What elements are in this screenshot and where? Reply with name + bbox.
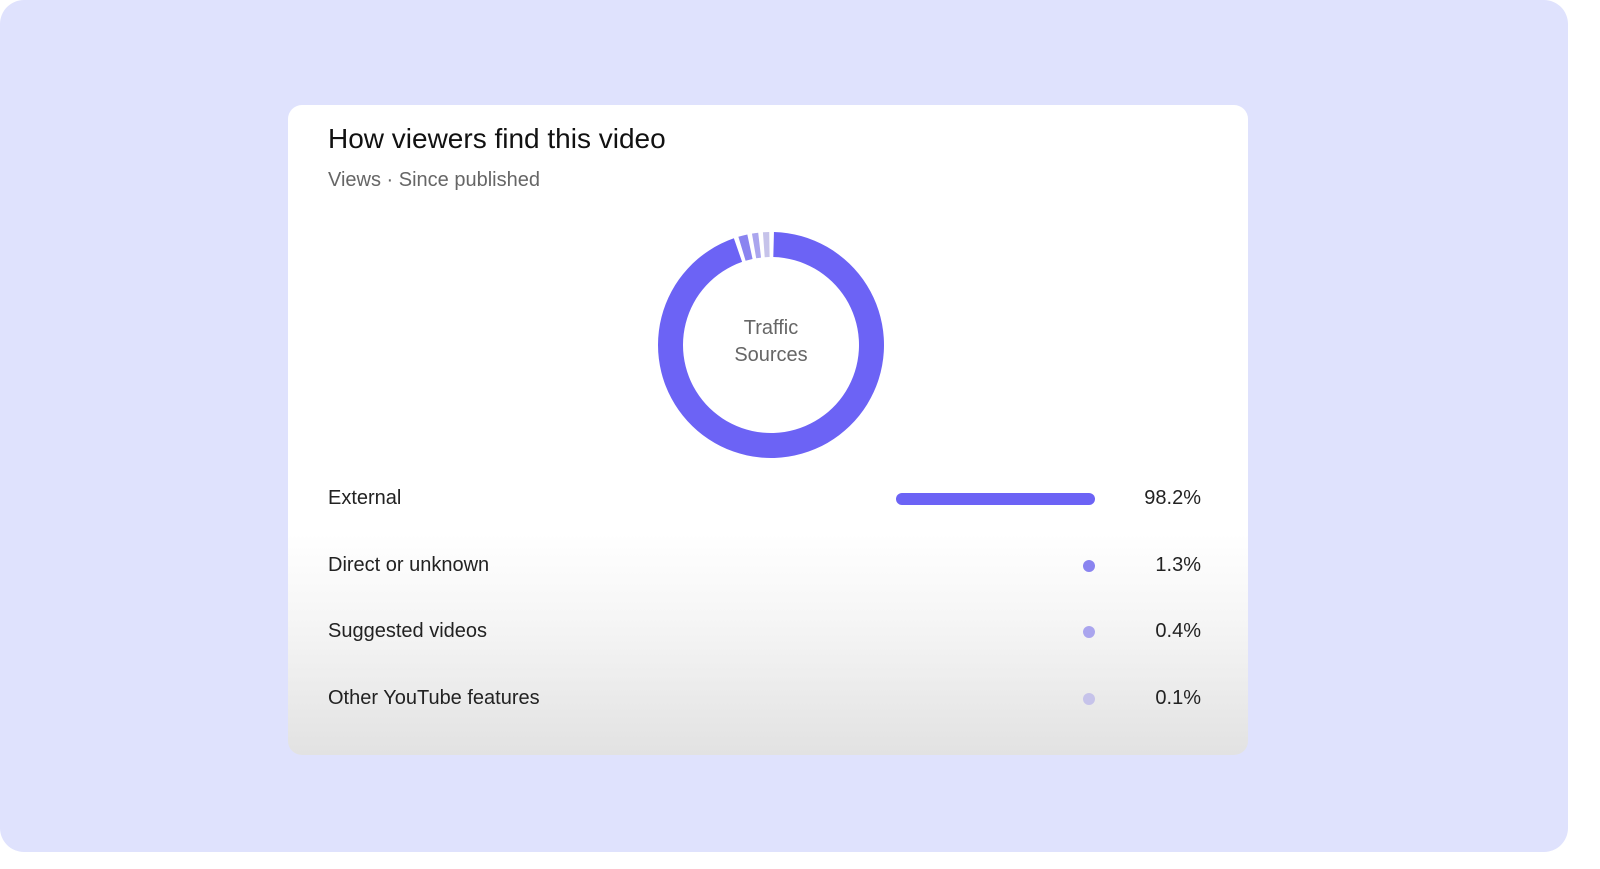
donut-slice xyxy=(751,232,762,259)
source-bar-track xyxy=(896,493,1095,505)
donut-slice xyxy=(738,234,753,261)
center-label-line: Traffic xyxy=(743,317,799,339)
source-value: 0.1% xyxy=(1155,686,1201,709)
donut-slice xyxy=(762,232,770,258)
source-bar xyxy=(1083,559,1095,572)
source-bar xyxy=(896,493,1095,505)
traffic-source-row: Direct or unknown 1.3% xyxy=(328,551,1201,581)
card-title: How viewers find this video xyxy=(328,123,666,154)
donut-center-label: Traffic Sources xyxy=(671,315,871,369)
source-bar-track xyxy=(896,626,1095,638)
source-label: Suggested videos xyxy=(328,620,488,642)
donut-chart xyxy=(658,232,884,459)
source-label: External xyxy=(328,487,402,509)
source-bar xyxy=(1083,692,1095,705)
source-label: Other YouTube features xyxy=(328,686,540,709)
source-bar-track xyxy=(896,692,1095,705)
center-label-line: Sources xyxy=(734,344,808,366)
traffic-source-row: External 98.2% xyxy=(328,484,1201,514)
source-bar-track xyxy=(896,559,1095,572)
source-value: 98.2% xyxy=(1144,487,1201,509)
source-label: Direct or unknown xyxy=(328,553,490,576)
traffic-source-row: Suggested videos 0.4% xyxy=(328,617,1201,647)
source-value: 1.3% xyxy=(1155,553,1201,576)
traffic-sources-card: How viewers find this video Views · Sinc… xyxy=(288,105,1248,755)
traffic-source-row: Other YouTube features 0.1% xyxy=(328,684,1201,714)
source-bar xyxy=(1083,626,1095,638)
card-subtitle: Views · Since published xyxy=(328,169,540,191)
source-value: 0.4% xyxy=(1155,620,1201,642)
